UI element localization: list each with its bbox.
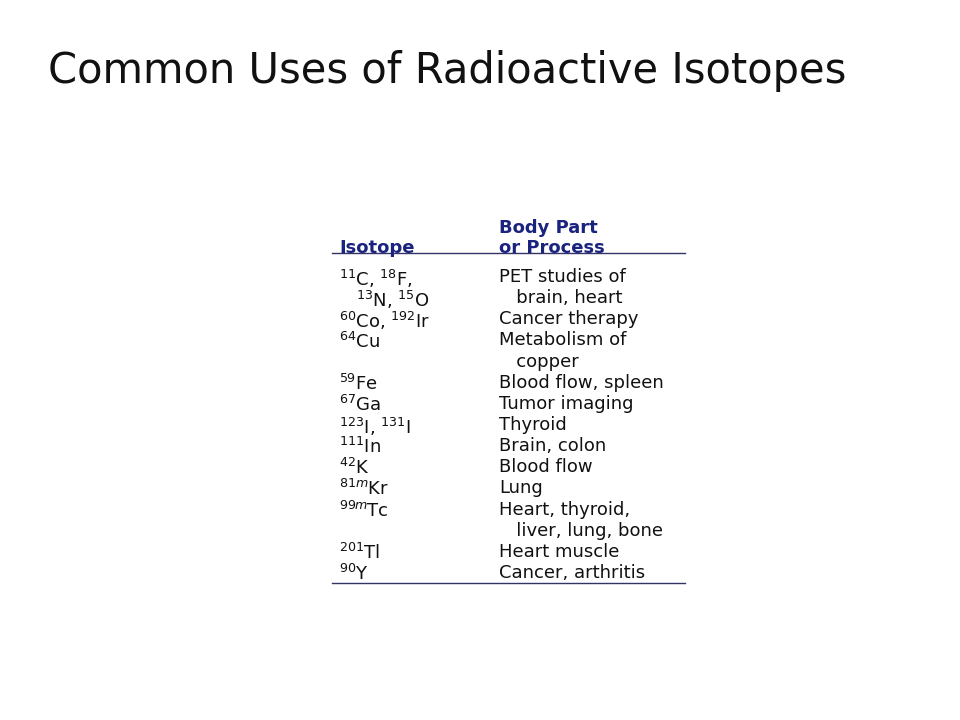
- Text: $^{99m}$Tc: $^{99m}$Tc: [340, 501, 389, 521]
- Text: $^{90}$Y: $^{90}$Y: [340, 564, 370, 585]
- Text: Metabolism of: Metabolism of: [499, 331, 627, 349]
- Text: Brain, colon: Brain, colon: [499, 437, 607, 455]
- Text: Blood flow, spleen: Blood flow, spleen: [499, 374, 664, 392]
- Text: Cancer therapy: Cancer therapy: [499, 310, 639, 328]
- Text: $^{201}$Tl: $^{201}$Tl: [340, 543, 380, 563]
- Text: $^{67}$Ga: $^{67}$Ga: [340, 395, 382, 415]
- Text: $^{13}$N, $^{15}$O: $^{13}$N, $^{15}$O: [340, 289, 430, 312]
- Text: Blood flow: Blood flow: [499, 458, 593, 476]
- Text: $^{60}$Co, $^{192}$Ir: $^{60}$Co, $^{192}$Ir: [340, 310, 430, 333]
- Text: brain, heart: brain, heart: [499, 289, 623, 307]
- Text: $^{11}$C, $^{18}$F,: $^{11}$C, $^{18}$F,: [340, 269, 413, 290]
- Text: Cancer, arthritis: Cancer, arthritis: [499, 564, 645, 582]
- Text: liver, lung, bone: liver, lung, bone: [499, 522, 663, 540]
- Text: Thyroid: Thyroid: [499, 415, 567, 433]
- Text: or Process: or Process: [499, 239, 605, 257]
- Text: Common Uses of Radioactive Isotopes: Common Uses of Radioactive Isotopes: [48, 50, 847, 92]
- Text: $^{59}$Fe: $^{59}$Fe: [340, 374, 378, 394]
- Text: copper: copper: [499, 353, 579, 371]
- Text: $^{123}$I, $^{131}$I: $^{123}$I, $^{131}$I: [340, 415, 411, 438]
- Text: Tumor imaging: Tumor imaging: [499, 395, 634, 413]
- Text: Body Part: Body Part: [499, 220, 598, 238]
- Text: $^{81m}$Kr: $^{81m}$Kr: [340, 479, 390, 499]
- Text: Isotope: Isotope: [340, 239, 415, 257]
- Text: Lung: Lung: [499, 479, 543, 497]
- Text: PET studies of: PET studies of: [499, 269, 626, 287]
- Text: Heart, thyroid,: Heart, thyroid,: [499, 501, 631, 519]
- Text: $^{64}$Cu: $^{64}$Cu: [340, 331, 380, 351]
- Text: Heart muscle: Heart muscle: [499, 543, 620, 561]
- Text: $^{42}$K: $^{42}$K: [340, 458, 371, 478]
- Text: $^{111}$In: $^{111}$In: [340, 437, 381, 457]
